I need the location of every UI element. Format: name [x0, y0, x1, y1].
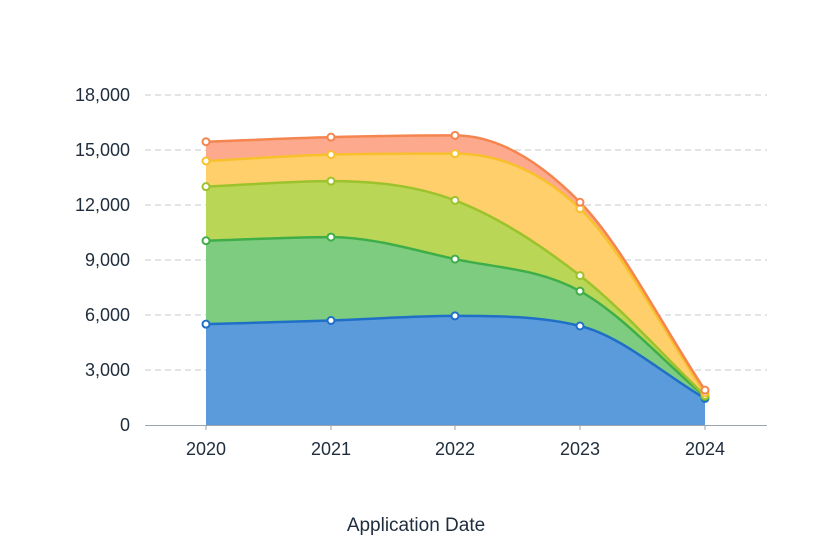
y-tick-label: 9,000	[85, 250, 130, 270]
y-tick-label: 15,000	[75, 140, 130, 160]
data-point	[328, 317, 335, 324]
data-point	[328, 151, 335, 158]
data-point	[328, 134, 335, 141]
area-series	[206, 135, 705, 425]
data-point	[203, 321, 210, 328]
y-tick-label: 18,000	[75, 85, 130, 105]
data-point	[452, 256, 459, 263]
data-point	[203, 158, 210, 165]
data-point	[328, 178, 335, 185]
data-point	[203, 183, 210, 190]
y-tick-label: 3,000	[85, 360, 130, 380]
y-tick-label: 12,000	[75, 195, 130, 215]
data-point	[203, 138, 210, 145]
x-tick-label: 2022	[435, 439, 475, 459]
data-point	[328, 234, 335, 241]
x-tick-label: 2020	[186, 439, 226, 459]
data-point	[577, 288, 584, 295]
data-point	[452, 132, 459, 139]
data-point	[577, 323, 584, 330]
y-tick-label: 6,000	[85, 305, 130, 325]
data-point	[577, 199, 584, 206]
data-point	[203, 237, 210, 244]
x-tick-label: 2024	[685, 439, 725, 459]
data-point	[452, 150, 459, 157]
x-axis-title: Application Date	[347, 515, 485, 536]
data-point	[577, 272, 584, 279]
data-point	[452, 312, 459, 319]
x-tick-label: 2023	[560, 439, 600, 459]
x-tick-label: 2021	[311, 439, 351, 459]
data-point	[452, 197, 459, 204]
y-tick-label: 0	[120, 415, 130, 435]
data-point	[702, 387, 709, 394]
